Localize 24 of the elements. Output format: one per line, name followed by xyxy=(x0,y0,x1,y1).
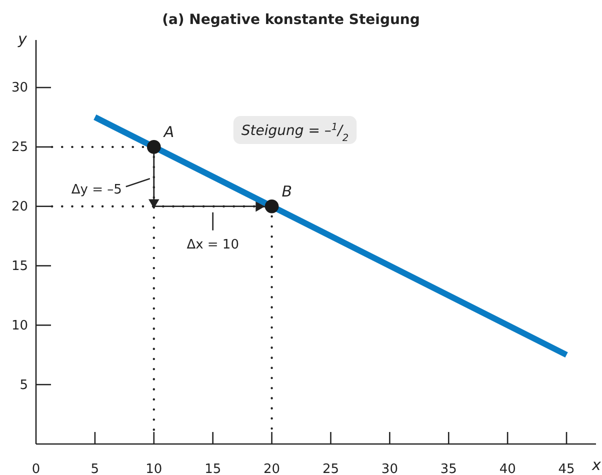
annotation: B xyxy=(282,182,292,200)
y-tick-label: 20 xyxy=(11,200,28,215)
y-tick-label: 25 xyxy=(11,140,28,156)
x-tick-label: 45 xyxy=(558,462,575,475)
x-tick-label: 20 xyxy=(264,462,280,475)
annotation: Δx = 10 xyxy=(186,237,239,252)
x-tick-label: 5 xyxy=(90,462,100,475)
y-tick-label: 15 xyxy=(11,258,28,274)
y-tick-label: 5 xyxy=(20,378,28,393)
chart-title: (a) Negative konstante Steigung xyxy=(162,12,420,28)
annotation: Δy = –5 xyxy=(71,182,122,198)
x-tick-label: 35 xyxy=(440,462,457,475)
x-tick-label: 30 xyxy=(381,462,398,475)
y-tick-label: 30 xyxy=(11,80,28,96)
x-tick-label: 10 xyxy=(146,462,162,475)
x-tick-label: 15 xyxy=(204,462,222,475)
annotation: A xyxy=(162,122,174,141)
y-axis-title: y xyxy=(17,30,28,48)
x-tick-label: 25 xyxy=(322,462,340,475)
x-axis-title: x xyxy=(591,456,601,474)
y-tick-label: 10 xyxy=(11,318,28,334)
annotation: Steigung = –$^{1}$/$_{2}$ xyxy=(241,122,349,144)
x-tick-label: 40 xyxy=(499,462,516,475)
x-tick-label: 0 xyxy=(32,462,40,475)
